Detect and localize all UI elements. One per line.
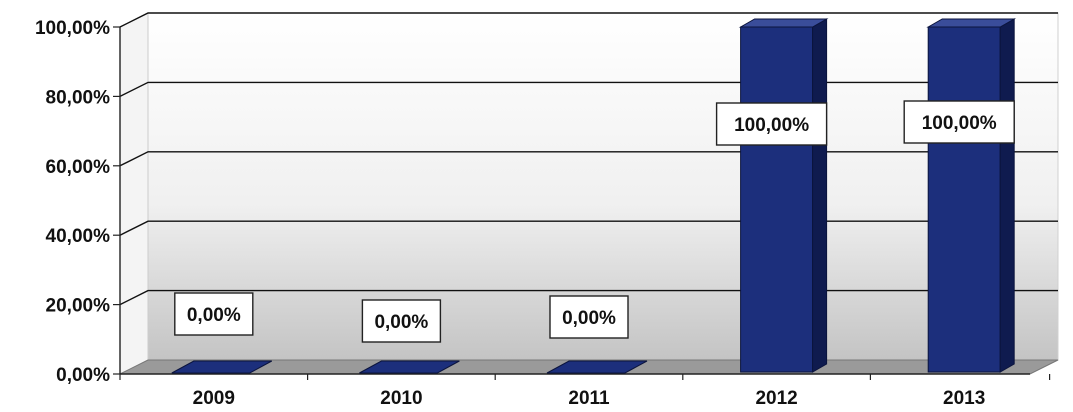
y-tick-label: 0,00% xyxy=(56,365,110,386)
x-tick-label: 2013 xyxy=(943,388,985,409)
data-label-text: 100,00% xyxy=(734,115,809,136)
x-tick-label: 2009 xyxy=(193,388,235,409)
gridline xyxy=(119,12,1058,28)
bar-front xyxy=(927,26,1001,373)
data-label: 100,00% xyxy=(903,100,1015,144)
bar-flat xyxy=(546,360,648,374)
data-label-text: 0,00% xyxy=(187,305,241,326)
x-tick-label: 2012 xyxy=(755,388,797,409)
data-label-box xyxy=(361,299,442,343)
data-label: 0,00% xyxy=(174,292,254,336)
data-label-box xyxy=(174,292,254,336)
bar-side xyxy=(812,18,828,373)
bar xyxy=(926,18,1017,373)
y-tick-label: 100,00% xyxy=(35,18,110,39)
y-tick-label: 60,00% xyxy=(46,157,111,178)
bar-flat xyxy=(171,360,273,374)
bar-side xyxy=(999,18,1015,373)
bar xyxy=(546,360,648,374)
data-label-text: 100,00% xyxy=(922,113,997,134)
data-label-text: 0,00% xyxy=(562,308,616,329)
side-wall xyxy=(119,12,149,375)
data-label: 0,00% xyxy=(549,295,629,339)
data-label: 0,00% xyxy=(361,299,442,343)
bar xyxy=(359,360,460,374)
bar-flat xyxy=(359,360,460,374)
y-tick-label: 40,00% xyxy=(46,226,111,247)
data-label-box xyxy=(549,295,629,339)
x-tick-label: 2011 xyxy=(568,388,610,409)
bar-top xyxy=(738,18,829,28)
y-tick-label: 80,00% xyxy=(46,87,111,108)
axes: 0,00% 20,00% 40,00% 60,00% 80,00% 100,00% 2009… xyxy=(35,18,1051,409)
x-tick-label: 2010 xyxy=(380,388,422,409)
bar xyxy=(738,18,829,373)
data-label: 100,00% xyxy=(715,102,828,146)
y-tick-label: 20,00% xyxy=(46,296,111,317)
bar-top xyxy=(926,18,1017,28)
bar xyxy=(171,360,273,374)
data-label-text: 0,00% xyxy=(374,312,428,333)
bar-front xyxy=(740,26,814,373)
data-labels: 0,00% 0,00% 0,00% 100,00% 100,00% xyxy=(174,100,1015,343)
data-label-box xyxy=(903,100,1015,144)
data-label-box xyxy=(715,102,828,146)
